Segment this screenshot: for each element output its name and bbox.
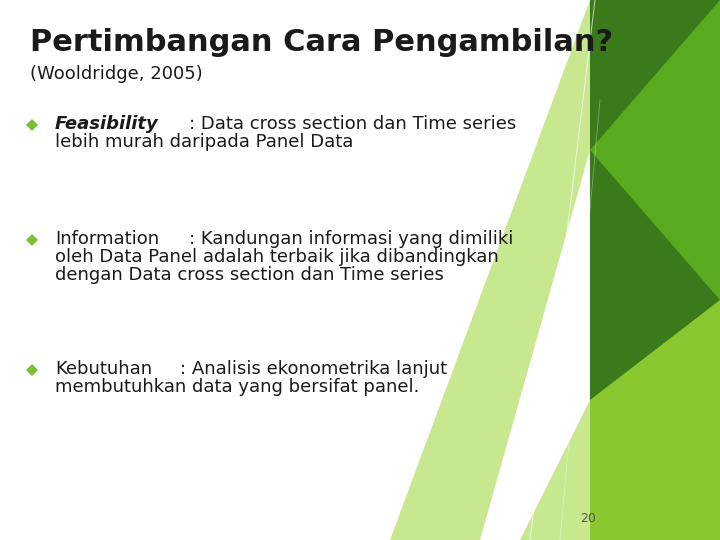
Text: Feasibility: Feasibility	[55, 115, 158, 133]
Polygon shape	[26, 364, 38, 376]
Text: Pertimbangan Cara Pengambilan?: Pertimbangan Cara Pengambilan?	[30, 28, 613, 57]
Polygon shape	[590, 300, 720, 540]
Polygon shape	[26, 119, 38, 131]
Polygon shape	[590, 0, 720, 300]
Polygon shape	[590, 0, 720, 540]
Text: : Analisis ekonometrika lanjut: : Analisis ekonometrika lanjut	[180, 360, 447, 378]
Text: : Data cross section dan Time series: : Data cross section dan Time series	[189, 115, 516, 133]
Polygon shape	[390, 0, 590, 540]
Text: Information: Information	[55, 230, 159, 248]
Text: dengan Data cross section dan Time series: dengan Data cross section dan Time serie…	[55, 266, 444, 284]
Text: : Kandungan informasi yang dimiliki: : Kandungan informasi yang dimiliki	[189, 230, 514, 248]
Polygon shape	[26, 234, 38, 246]
Text: lebih murah daripada Panel Data: lebih murah daripada Panel Data	[55, 133, 354, 151]
Text: membutuhkan data yang bersifat panel.: membutuhkan data yang bersifat panel.	[55, 378, 419, 396]
Polygon shape	[520, 400, 590, 540]
Text: Kebutuhan: Kebutuhan	[55, 360, 152, 378]
Text: 20: 20	[580, 512, 596, 525]
Text: (Wooldridge, 2005): (Wooldridge, 2005)	[30, 65, 203, 83]
Text: oleh Data Panel adalah terbaik jika dibandingkan: oleh Data Panel adalah terbaik jika diba…	[55, 248, 499, 266]
